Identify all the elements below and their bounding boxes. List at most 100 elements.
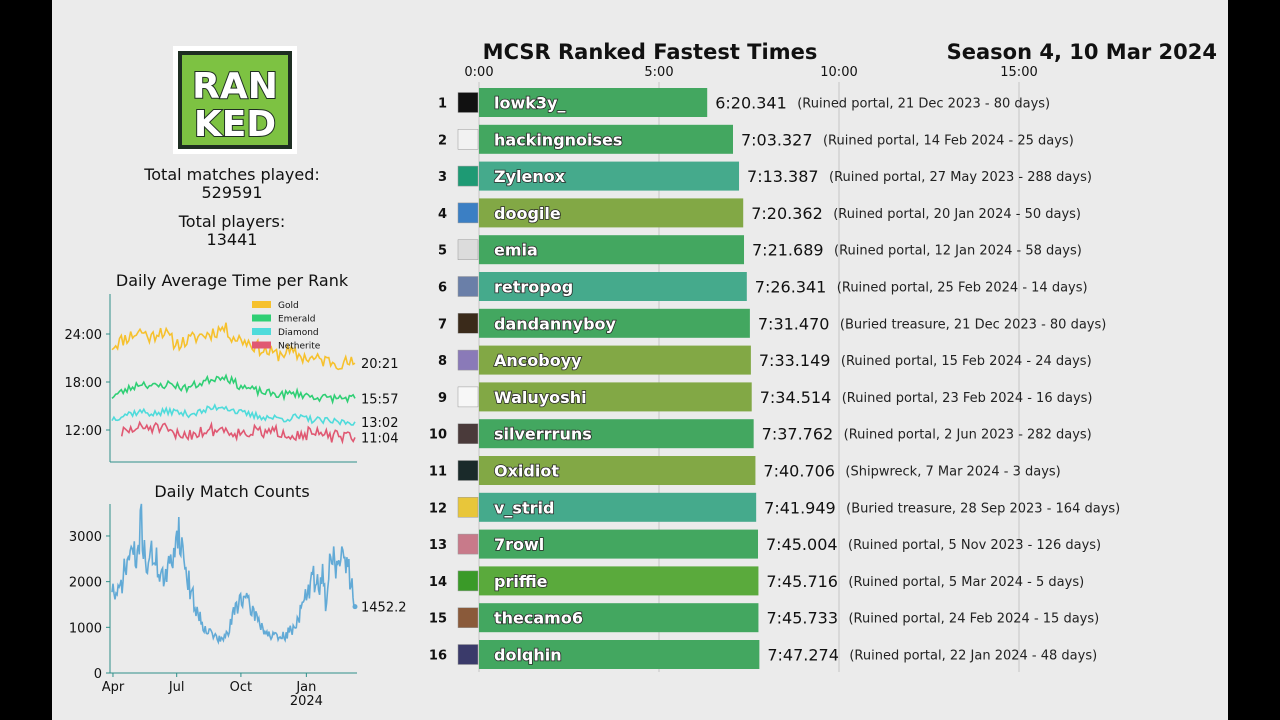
time-bar xyxy=(479,235,745,265)
run-detail-label: (Ruined portal, 22 Jan 2024 - 48 days) xyxy=(849,649,1097,664)
time-value-label: 7:26.341 xyxy=(755,278,827,297)
player-avatar-icon xyxy=(457,349,479,371)
time-value-label: 7:37.762 xyxy=(762,425,834,444)
bar-row: 1 lowk3y_ 6:20.341 (Ruined portal, 21 Dec 2… xyxy=(438,88,1050,117)
player-avatar-icon xyxy=(457,533,479,555)
count-y-tick-label: 0 xyxy=(94,667,102,682)
logo-text-line1: RAN xyxy=(192,66,278,107)
player-name-label: Oxidiot xyxy=(494,462,559,481)
player-avatar-icon xyxy=(457,202,479,224)
bar-row: 6 retropog 7:26.341 (Ruined portal, 25 Feb … xyxy=(438,272,1088,301)
bar-row: 7 dandannyboy 7:31.470 (Buried treasure, 21… xyxy=(438,308,1106,338)
player-avatar-icon xyxy=(457,92,479,113)
bar-row: 2 hackingnoises 7:03.327 (Ruined portal, 14… xyxy=(438,124,1074,154)
player-avatar-icon xyxy=(457,607,479,628)
run-detail-label: (Ruined portal, 15 Feb 2024 - 24 days) xyxy=(841,354,1092,369)
count-x-tick-label: Jan xyxy=(295,680,316,695)
total-players-value: 13441 xyxy=(206,230,258,249)
time-value-label: 7:45.004 xyxy=(766,535,838,554)
legend-label: Diamond xyxy=(278,328,319,338)
matches-played-block: Total matches played: 529591 xyxy=(102,166,362,202)
player-name-label: hackingnoises xyxy=(494,130,622,149)
run-detail-label: (Ruined portal, 5 Nov 2023 - 126 days) xyxy=(848,538,1101,553)
player-avatar-icon xyxy=(457,313,479,334)
count-x-tick-label: Oct xyxy=(230,680,252,695)
time-value-label: 7:13.387 xyxy=(747,167,819,186)
player-name-label: dolqhin xyxy=(494,646,562,665)
bar-row: 13 7rowl 7:45.004 (Ruined portal, 5 Nov 202… xyxy=(429,529,1101,559)
run-detail-label: (Ruined portal, 2 Jun 2023 - 282 days) xyxy=(844,428,1092,443)
logo-text-line2: KED xyxy=(194,104,276,145)
rank-label: 3 xyxy=(438,170,447,185)
total-players-block: Total players: 13441 xyxy=(102,213,362,249)
count-y-tick-label: 3000 xyxy=(69,530,102,545)
daily-match-counts-chart: Daily Match Counts 0 1000 2000 3000 Apr Jul Oc… xyxy=(69,482,407,709)
player-avatar-icon xyxy=(457,129,479,150)
time-bar xyxy=(479,566,759,596)
avg-y-tick-label: 12:00 xyxy=(65,424,102,439)
legend-swatch xyxy=(252,314,271,322)
rank-label: 1 xyxy=(438,97,447,112)
player-name-label: silverrruns xyxy=(494,425,592,444)
bar-row: 16 dolqhin 7:47.274 (Ruined portal, 22 Jan … xyxy=(429,640,1097,669)
legend-swatch xyxy=(252,341,271,349)
matches-played-label: Total matches played: xyxy=(144,165,320,184)
time-value-label: 7:45.716 xyxy=(766,572,838,591)
x-tick-label: 15:00 xyxy=(1000,65,1037,80)
legend-swatch xyxy=(252,328,271,335)
time-bar xyxy=(479,640,760,669)
rank-label: 10 xyxy=(429,428,447,443)
player-avatar-icon xyxy=(457,497,479,518)
bar-row: 15 thecamo6 7:45.733 (Ruined portal, 24 Feb… xyxy=(429,603,1099,633)
run-detail-label: (Ruined portal, 27 May 2023 - 288 days) xyxy=(829,170,1092,185)
bar-row: 3 Zylenox 7:13.387 (Ruined portal, 27 May 2… xyxy=(438,161,1092,191)
bar-row: 11 Oxidiot 7:40.706 (Shipwreck, 7 Mar 2024 … xyxy=(429,456,1061,485)
time-bar xyxy=(479,308,750,338)
rank-label: 8 xyxy=(438,354,447,369)
season-date-label: Season 4, 10 Mar 2024 xyxy=(947,40,1217,64)
time-value-label: 7:03.327 xyxy=(741,130,813,149)
player-name-label: dandannyboy xyxy=(494,314,617,333)
run-detail-label: (Buried treasure, 28 Sep 2023 - 164 days… xyxy=(846,501,1120,516)
matches-played-value: 529591 xyxy=(201,183,263,202)
chart-canvas: RAN KED Total matches played: 529591 Tot… xyxy=(52,0,1228,720)
fastest-times-bar-chart: MCSR Ranked Fastest Times Season 4, 10 M… xyxy=(429,40,1217,672)
time-bar xyxy=(479,88,708,117)
x-tick-label: 0:00 xyxy=(464,65,493,80)
player-avatar-icon xyxy=(457,460,479,481)
run-detail-label: (Ruined portal, 12 Jan 2024 - 58 days) xyxy=(834,244,1082,259)
series-end-label: 20:21 xyxy=(361,357,398,372)
match-count-line xyxy=(111,503,356,646)
rank-label: 2 xyxy=(438,133,447,148)
player-name-label: v_strid xyxy=(494,498,554,517)
rank-label: 15 xyxy=(429,612,447,627)
legend-label: Netherite xyxy=(278,342,321,352)
time-value-label: 7:20.362 xyxy=(751,204,823,223)
player-avatar-icon xyxy=(457,239,479,260)
avg-y-tick-label: 24:00 xyxy=(65,328,102,343)
player-name-label: 7rowl xyxy=(494,535,544,554)
time-value-label: 7:47.274 xyxy=(767,646,839,665)
count-x-year-label: 2024 xyxy=(290,694,323,709)
bar-row: 8 Ancoboyy 7:33.149 (Ruined portal, 15 Feb … xyxy=(438,345,1092,375)
time-value-label: 7:45.733 xyxy=(766,609,838,628)
series-end-label: 15:57 xyxy=(361,392,398,407)
time-value-label: 7:34.514 xyxy=(760,388,832,407)
rank-label: 14 xyxy=(429,575,447,590)
rank-label: 13 xyxy=(429,538,447,553)
run-detail-label: (Ruined portal, 23 Feb 2024 - 16 days) xyxy=(842,391,1093,406)
total-players-label: Total players: xyxy=(178,212,286,231)
run-detail-label: (Ruined portal, 21 Dec 2023 - 80 days) xyxy=(797,97,1050,112)
chart-title: MCSR Ranked Fastest Times xyxy=(483,40,818,64)
time-bar xyxy=(479,124,733,154)
rank-label: 16 xyxy=(429,649,447,664)
time-bar xyxy=(479,529,759,559)
player-avatar-icon xyxy=(457,644,479,665)
player-name-label: emia xyxy=(494,241,538,260)
count-x-tick-label: Jul xyxy=(168,680,185,695)
bar-row: 12 v_strid 7:41.949 (Buried treasure, 28 Se… xyxy=(429,492,1120,522)
rank-label: 7 xyxy=(438,317,447,332)
player-avatar-icon xyxy=(457,165,479,187)
run-detail-label: (Shipwreck, 7 Mar 2024 - 3 days) xyxy=(845,465,1060,480)
series-line-diamond xyxy=(111,403,356,426)
